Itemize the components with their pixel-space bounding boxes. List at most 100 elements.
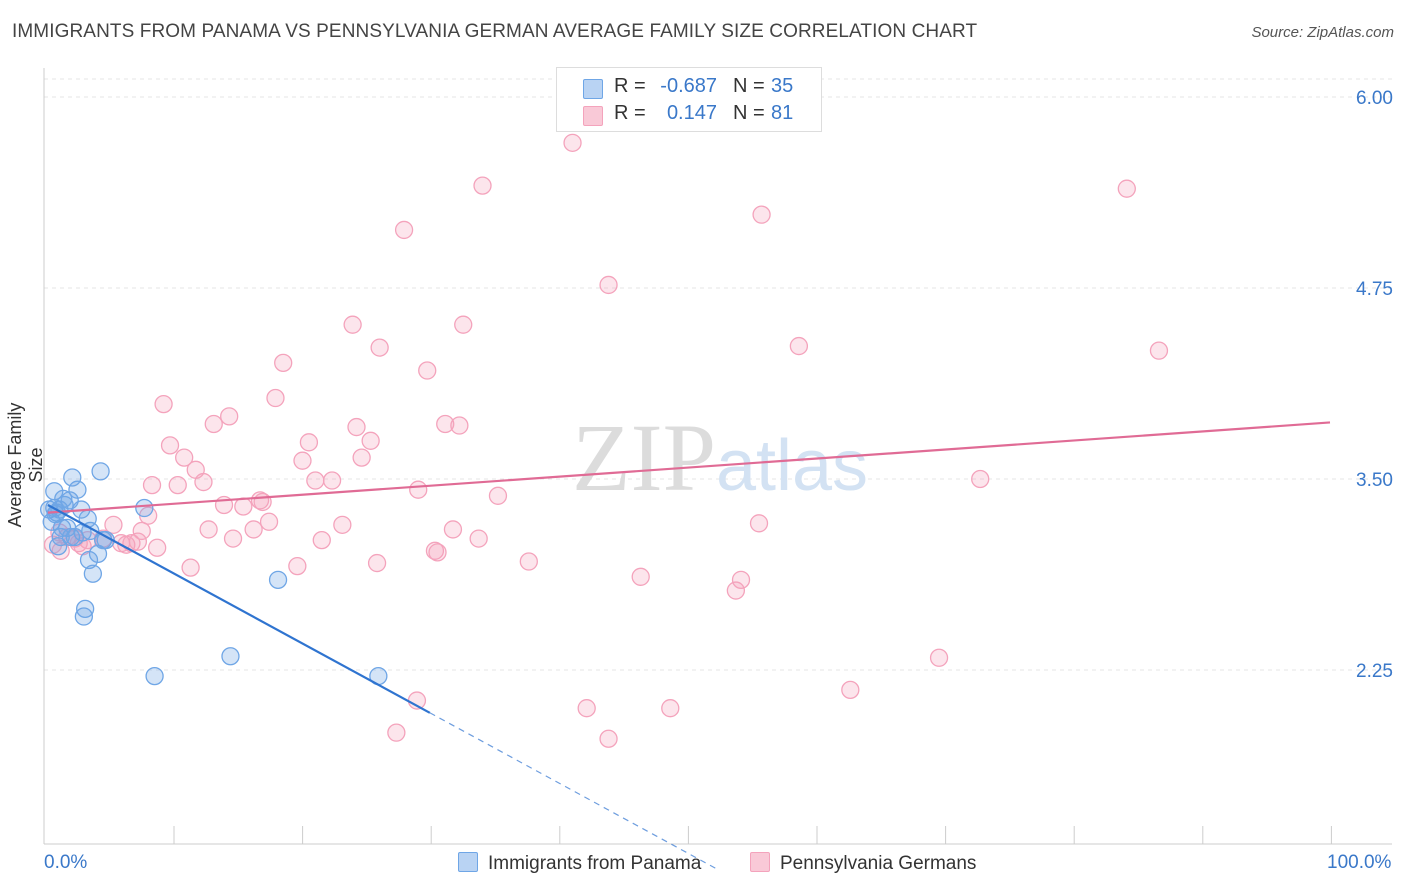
data-point-pa-germans <box>306 471 325 490</box>
data-point-panama <box>268 570 288 589</box>
data-point-pa-germans <box>661 699 680 718</box>
data-point-pa-germans <box>752 205 771 224</box>
data-point-panama <box>76 599 95 619</box>
data-point-panama <box>61 527 81 547</box>
legend-item-panama: Immigrants from Panama <box>458 852 701 875</box>
data-point-pa-germans <box>749 514 769 533</box>
data-point-pa-germans <box>352 448 371 467</box>
legend-n-label: N = <box>733 102 765 124</box>
data-point-panama <box>74 607 94 626</box>
legend-label-panama: Immigrants from Panama <box>488 853 702 874</box>
data-point-pa-germans <box>168 475 187 495</box>
data-point-pa-germans <box>160 436 180 455</box>
x-tick-label-min: 0.0% <box>44 852 88 873</box>
data-point-pa-germans <box>367 553 387 573</box>
data-point-panama <box>83 564 103 583</box>
data-point-pa-germans <box>199 520 218 539</box>
data-point-panama <box>88 544 108 564</box>
data-point-pa-germans <box>1149 341 1169 360</box>
y-tick-label: 3.50 <box>1356 470 1393 491</box>
chart-title: IMMIGRANTS FROM PANAMA VS PENNSYLVANIA G… <box>12 21 978 42</box>
data-point-pa-germans <box>1117 179 1136 198</box>
data-point-panama <box>145 666 164 686</box>
data-point-pa-germans <box>259 512 279 531</box>
data-point-pa-germans <box>322 471 342 490</box>
grid-lines <box>44 78 1392 671</box>
data-point-pa-germans <box>387 723 406 742</box>
trend-lines <box>47 421 1331 871</box>
data-point-pa-germans <box>418 361 437 380</box>
data-point-pa-germans <box>343 315 362 334</box>
legend-n-label: N = <box>733 75 765 97</box>
data-point-pa-germans <box>234 497 253 516</box>
data-point-panama <box>54 489 73 509</box>
data-point-pa-germans <box>293 451 312 470</box>
data-point-panama <box>48 537 68 556</box>
data-point-pa-germans <box>841 680 860 700</box>
data-point-pa-germans <box>128 532 148 551</box>
data-point-pa-germans <box>789 336 809 356</box>
legend-swatch-pa-germans <box>750 852 770 872</box>
data-point-pa-germans <box>148 538 167 557</box>
data-point-pa-germans <box>519 552 538 571</box>
x-tick-label-max: 100.0% <box>1327 852 1392 873</box>
legend-n-value: 81 <box>771 102 794 124</box>
data-point-pa-germans <box>428 543 447 562</box>
data-point-pa-germans <box>370 338 389 357</box>
data-point-pa-germans <box>194 472 213 492</box>
data-point-pa-germans <box>443 520 463 539</box>
correlation-legend: R = -0.687 N = 35 R = 0.147 N = 81 <box>556 67 822 132</box>
data-point-panama <box>135 498 154 518</box>
legend-r-label: R = <box>614 75 646 97</box>
legend-swatch-pa-germans <box>583 106 603 126</box>
data-point-pa-germans <box>154 394 173 414</box>
data-point-pa-germans <box>244 520 263 539</box>
axes <box>43 68 1392 845</box>
data-point-pa-germans <box>488 486 508 505</box>
legend-row-panama: R = -0.687 N = 35 <box>557 73 821 101</box>
watermark-zip: ZIP <box>572 404 716 511</box>
chart-source: Source: ZipAtlas.com <box>1251 24 1394 41</box>
data-point-pa-germans <box>450 416 469 435</box>
data-point-pa-germans <box>253 492 272 512</box>
legend-item-pa-germans: Pennsylvania Germans <box>750 852 976 875</box>
legend-row-pa-germans: R = 0.147 N = 81 <box>557 100 821 128</box>
y-tick-label: 6.00 <box>1356 88 1393 109</box>
data-point-pa-germans <box>731 570 751 589</box>
series-immigrants-from-panama <box>39 462 388 686</box>
data-point-pa-germans <box>266 388 285 408</box>
data-point-pa-germans <box>204 414 223 434</box>
data-point-pa-germans <box>394 220 414 240</box>
y-tick-label: 2.25 <box>1356 661 1393 682</box>
y-tick-labels: 6.00 4.75 3.50 2.25 <box>1356 88 1393 682</box>
legend-swatch-panama <box>458 852 478 872</box>
data-point-panama <box>79 550 99 570</box>
data-point-pa-germans <box>132 521 151 541</box>
data-point-panama <box>221 647 240 666</box>
data-point-pa-germans <box>599 275 618 295</box>
data-point-pa-germans <box>299 433 319 452</box>
data-point-pa-germans <box>563 133 582 152</box>
data-point-pa-germans <box>333 515 352 534</box>
data-point-pa-germans <box>223 529 243 548</box>
y-tick-label: 4.75 <box>1356 279 1393 300</box>
data-point-pa-germans <box>175 448 194 467</box>
data-point-pa-germans <box>469 529 488 548</box>
y-axis-label: Average Family Size <box>5 402 46 528</box>
data-point-pa-germans <box>104 515 123 534</box>
data-point-pa-germans <box>599 729 618 748</box>
data-point-panama <box>91 462 110 481</box>
data-point-pa-germans <box>971 469 990 489</box>
data-point-pa-germans <box>142 475 162 495</box>
data-point-pa-germans <box>361 431 380 450</box>
legend-label-pa-germans: Pennsylvania Germans <box>780 853 977 874</box>
data-point-pa-germans <box>288 556 307 576</box>
legend-r-value: 0.147 <box>666 102 717 124</box>
data-point-pa-germans <box>181 558 200 577</box>
legend-r-label: R = <box>614 102 646 124</box>
data-point-pa-germans <box>929 648 949 667</box>
legend-n-value: 35 <box>771 75 794 97</box>
data-point-pa-germans <box>220 407 239 426</box>
legend-swatch-panama <box>583 79 603 99</box>
